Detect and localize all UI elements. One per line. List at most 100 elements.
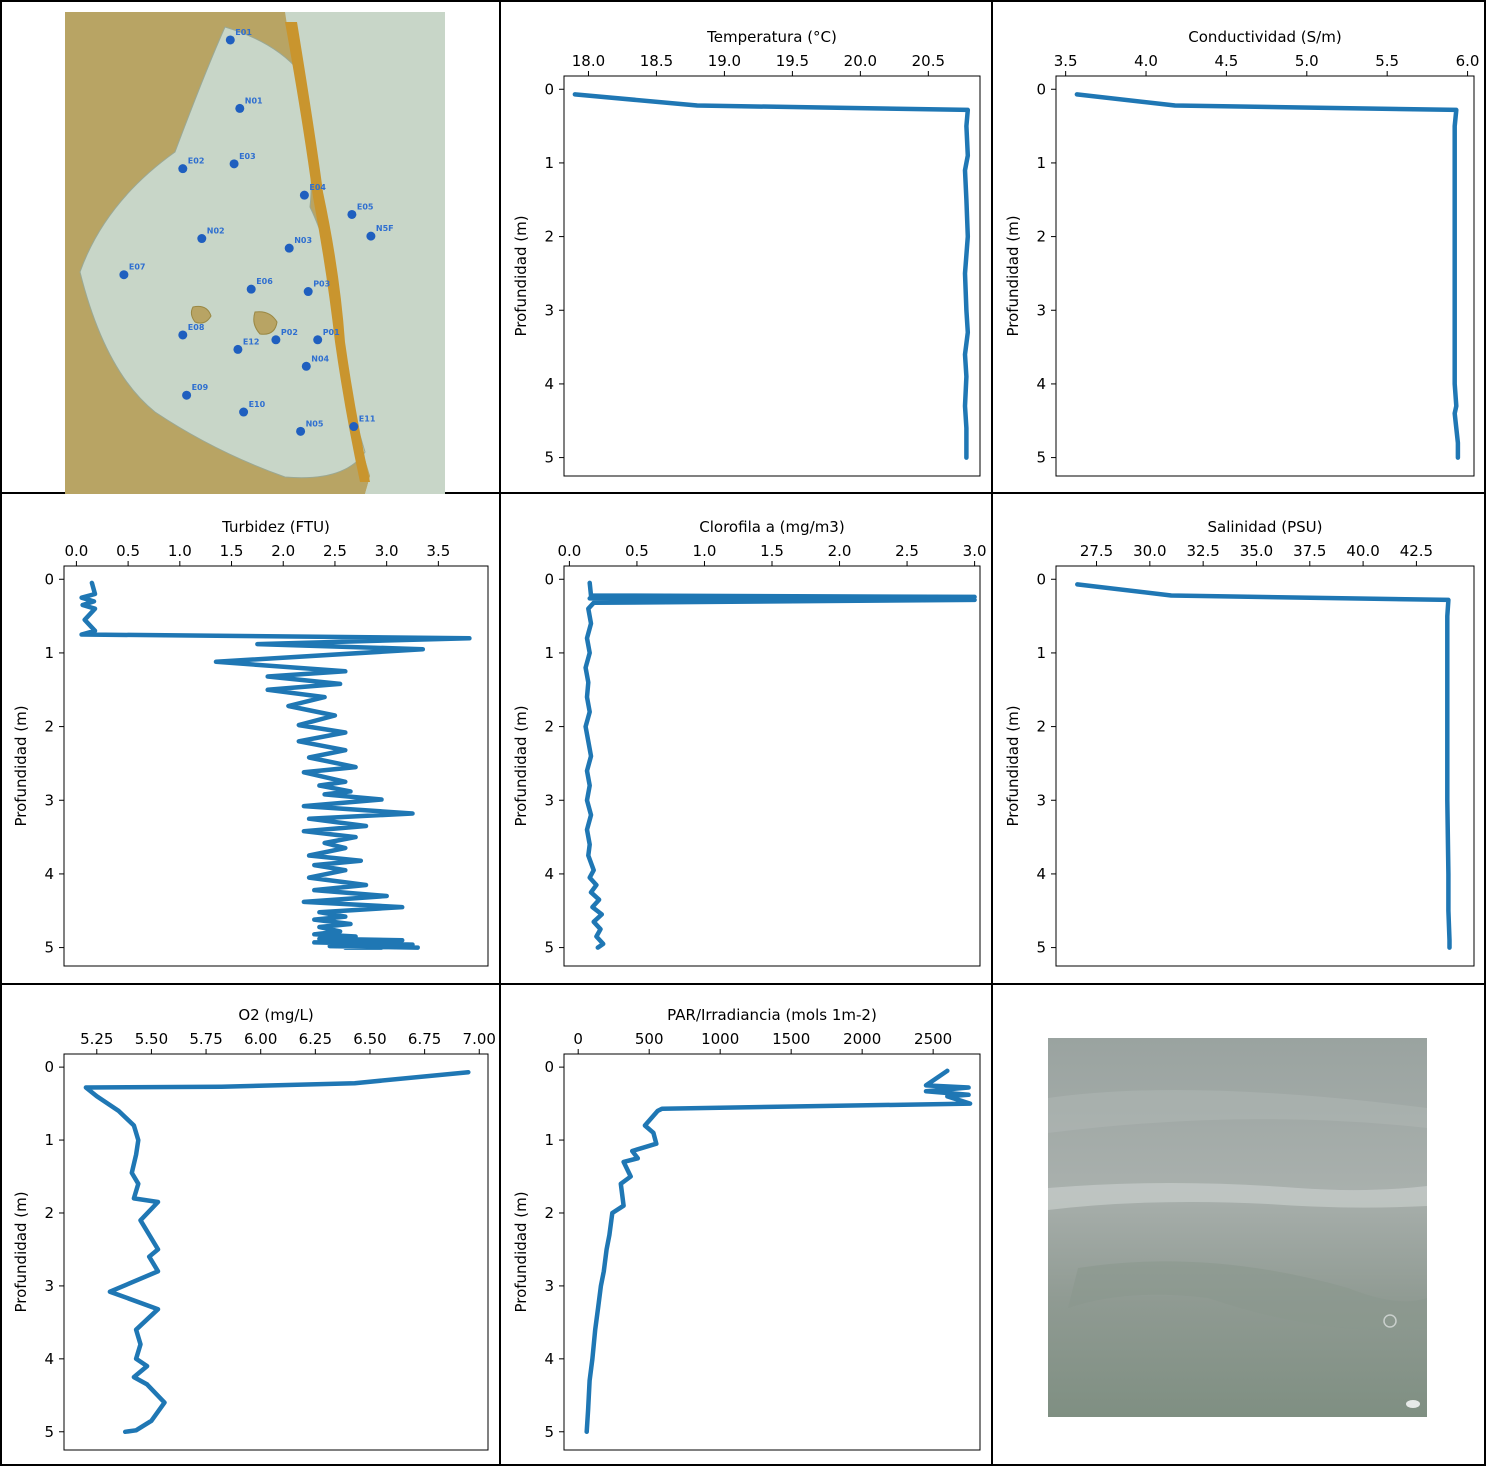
y-tick-label: 0: [544, 1058, 554, 1076]
y-tick-label: 4: [544, 865, 554, 883]
x-tick-label: 2500: [914, 1030, 952, 1048]
y-tick-label: 4: [44, 865, 54, 883]
y-tick-label: 0: [1036, 80, 1046, 98]
y-axis-label: Profundidad (m): [512, 1191, 530, 1312]
y-axis-label: Profundidad (m): [12, 1191, 30, 1312]
station-marker: [313, 335, 323, 345]
series-line: [1075, 582, 1452, 950]
x-tick-label: 2000: [843, 1030, 881, 1048]
station-label: E04: [309, 183, 326, 192]
y-tick-label: 4: [544, 375, 554, 393]
chart-title: O2 (mg/L): [238, 1006, 313, 1024]
y-tick-label: 4: [1036, 865, 1046, 883]
y-tick-label: 3: [44, 791, 54, 809]
x-tick-label: 2.5: [895, 542, 919, 560]
station-label: E01: [235, 28, 252, 37]
x-tick-label: 42.5: [1400, 542, 1433, 560]
y-tick-label: 2: [44, 1204, 54, 1222]
x-tick-label: 30.0: [1133, 542, 1166, 560]
x-tick-label: 3.5: [426, 542, 450, 560]
salinity-chart: Salinidad (PSU) 27.5 30.0 32.5 35.0 37.5 40.0 4…: [1004, 518, 1475, 967]
station-label: E12: [243, 337, 260, 346]
station-marker: [225, 35, 235, 45]
water-photo: [1048, 1038, 1427, 1417]
y-tick-label: 1: [544, 644, 554, 662]
station-label: N5F: [376, 224, 394, 233]
x-tick-label: 2.0: [271, 542, 295, 560]
station-label: E11: [359, 415, 376, 424]
x-tick-label: 40.0: [1346, 542, 1379, 560]
y-tick-label: 4: [1036, 375, 1046, 393]
x-tick-label: 1.0: [693, 542, 717, 560]
station-marker: [347, 209, 357, 219]
station-label: N01: [245, 96, 263, 105]
x-tick-label: 19.5: [776, 52, 809, 70]
chart-title: Clorofila a (mg/m3): [699, 518, 844, 536]
x-tick-label: 0.5: [116, 542, 140, 560]
map-sandbar: [285, 22, 370, 482]
station-marker: [119, 270, 129, 280]
x-tick-label: 3.0: [375, 542, 399, 560]
x-tick-label: 19.0: [708, 52, 741, 70]
y-axis-label: Profundidad (m): [512, 215, 530, 336]
par-irradiance-chart: PAR/Irradiancia (mols 1m-2) 0 500 1000 1500 2…: [512, 1006, 981, 1451]
x-tick-label: 2.5: [323, 542, 347, 560]
station-label: E06: [256, 277, 273, 286]
station-marker: [299, 190, 309, 200]
y-tick-label: 1: [44, 1131, 54, 1149]
x-tick-label: 20.0: [844, 52, 877, 70]
station-marker: [366, 231, 376, 241]
y-tick-label: 0: [1036, 570, 1046, 588]
chart-title: Temperatura (°C): [706, 28, 837, 46]
y-tick-label: 5: [544, 1423, 554, 1441]
station-marker: [303, 287, 313, 297]
y-tick-label: 0: [544, 570, 554, 588]
water-droplet: [1383, 1314, 1397, 1328]
x-tick-label: 1000: [701, 1030, 739, 1048]
x-tick-label: 3.5: [1054, 52, 1078, 70]
plot-frame: [1055, 565, 1475, 967]
x-tick-label: 1.5: [760, 542, 784, 560]
y-tick-label: 5: [544, 449, 554, 467]
plot-frame: [563, 565, 981, 967]
plot-frame: [1055, 75, 1475, 477]
y-tick-label: 5: [1036, 939, 1046, 957]
map-stations: E01 N01 E02 E03 E04 E05 N5F N02 N03 E07 E06 P03 E08 E…: [119, 28, 394, 436]
series-line: [584, 1068, 973, 1435]
station-label: P03: [313, 280, 330, 289]
station-marker: [197, 234, 207, 244]
station-marker: [229, 159, 239, 169]
chart-title: Turbidez (FTU): [221, 518, 330, 536]
y-tick-label: 5: [44, 1423, 54, 1441]
x-tick-label: 3.0: [963, 542, 987, 560]
series-line: [83, 1069, 471, 1435]
y-tick-label: 2: [1036, 228, 1046, 246]
map-island-barón: [253, 311, 278, 335]
plot-frame: [563, 1053, 981, 1451]
x-tick-label: 5.50: [135, 1030, 168, 1048]
y-tick-label: 2: [544, 1204, 554, 1222]
y-tick-label: 3: [44, 1277, 54, 1295]
y-axis-label: Profundidad (m): [1004, 215, 1022, 336]
station-map: E01 N01 E02 E03 E04 E05 N5F N02 N03 E07 E06 P03 E08 E…: [65, 12, 445, 494]
y-tick-label: 2: [1036, 718, 1046, 736]
station-label: E02: [188, 157, 205, 166]
plot-frame: [63, 1053, 489, 1451]
x-tick-label: 6.0: [1456, 52, 1480, 70]
station-label: E08: [188, 323, 205, 332]
y-tick-label: 1: [44, 644, 54, 662]
x-tick-label: 32.5: [1186, 542, 1219, 560]
y-tick-label: 2: [44, 718, 54, 736]
x-tick-label: 0.0: [64, 542, 88, 560]
station-label: E05: [357, 202, 374, 211]
x-tick-label: 1500: [772, 1030, 810, 1048]
y-tick-label: 0: [544, 80, 554, 98]
map-sea-east: [285, 12, 445, 494]
y-tick-label: 2: [544, 718, 554, 736]
y-tick-label: 3: [1036, 301, 1046, 319]
station-marker: [233, 344, 243, 354]
station-label: E03: [239, 152, 256, 161]
water-reflection: [1048, 1183, 1427, 1210]
temperature-chart: Temperatura (°C) 18.0 18.5 19.0 19.5 20.0 20.5…: [512, 28, 981, 477]
